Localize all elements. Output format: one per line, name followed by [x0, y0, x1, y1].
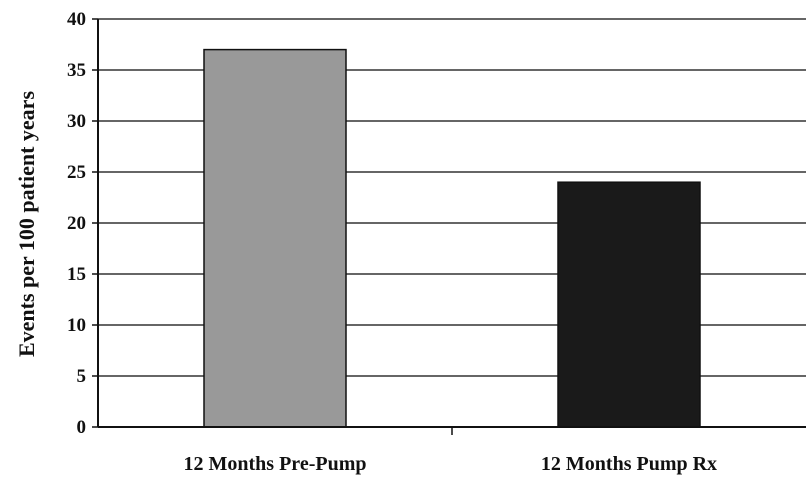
y-tick-label-20: 20	[67, 213, 86, 234]
x-category-labels: 12 Months Pre-Pump 12 Months Pump Rx	[184, 453, 718, 475]
y-tick-label-40: 40	[67, 9, 86, 30]
y-tick-label-0: 0	[77, 417, 87, 438]
x-category-label-2: 12 Months Pump Rx	[541, 453, 717, 475]
bar-1	[203, 48, 347, 428]
y-tick-label-30: 30	[67, 111, 86, 132]
y-tick-label-35: 35	[67, 60, 86, 81]
y-axis-label: Events per 100 patient years	[14, 91, 39, 357]
y-tick-label-5: 5	[77, 366, 87, 387]
bar-2	[557, 181, 701, 428]
y-tick-label-25: 25	[67, 162, 86, 183]
axes	[92, 18, 806, 435]
y-tick-labels: 0 5 10 15 20 25 30 35 40	[67, 9, 86, 438]
x-category-label-1: 12 Months Pre-Pump	[184, 453, 367, 475]
y-tick-label-10: 10	[67, 315, 86, 336]
bars	[203, 48, 701, 428]
y-tick-label-15: 15	[67, 264, 86, 285]
